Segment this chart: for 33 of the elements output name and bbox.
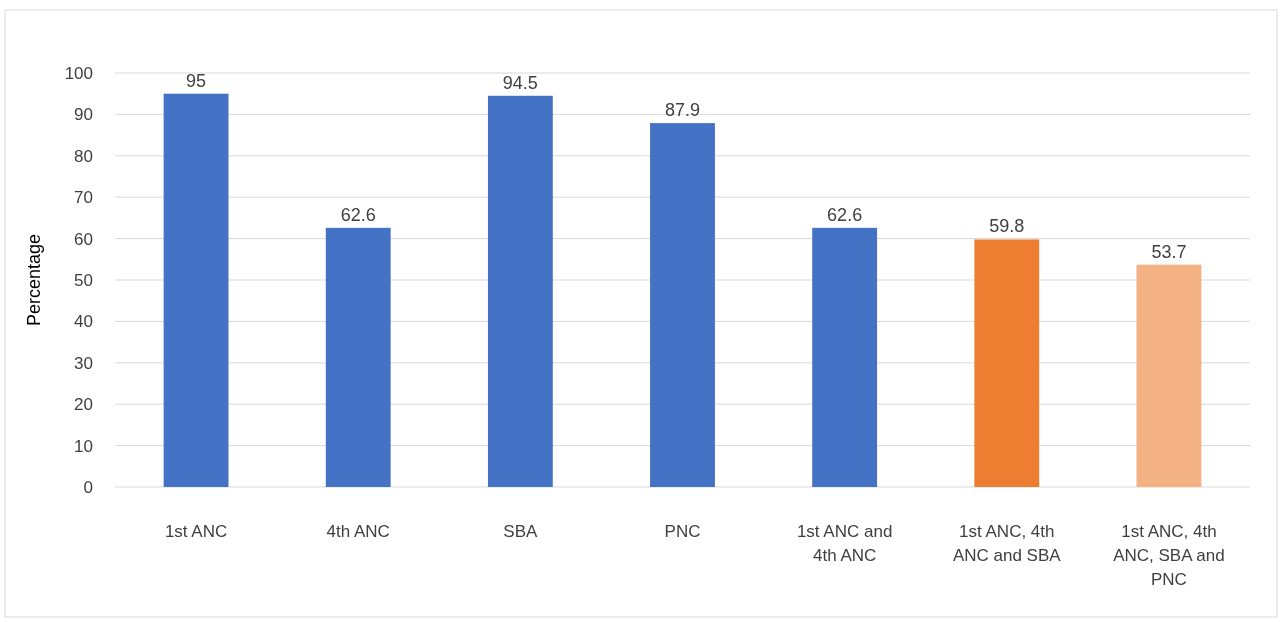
x-tick-label: 1st ANC and 4th ANC xyxy=(796,522,893,565)
y-tick-label: 50 xyxy=(74,270,93,290)
y-tick-label: 20 xyxy=(74,395,93,415)
x-tick-label: 1st ANC, 4th ANC and SBA xyxy=(952,522,1062,565)
x-tick-label: SBA xyxy=(503,522,539,541)
bar xyxy=(163,93,229,487)
data-label: 95 xyxy=(186,70,207,91)
y-tick-label: 90 xyxy=(74,105,93,125)
bar xyxy=(1136,264,1202,487)
bar xyxy=(487,95,553,487)
data-label: 59.8 xyxy=(989,216,1025,237)
data-label: 53.7 xyxy=(1151,241,1187,262)
x-tick-label: PNC xyxy=(664,522,701,541)
y-axis-title: Percentage xyxy=(24,233,44,327)
bar xyxy=(974,239,1040,487)
y-tick-label: 80 xyxy=(74,146,93,166)
y-tick-label: 30 xyxy=(74,353,93,373)
x-tick-label: 4th ANC xyxy=(326,522,390,541)
bar xyxy=(812,227,878,487)
y-tick-label: 70 xyxy=(74,188,93,208)
data-label: 94.5 xyxy=(502,72,538,93)
x-tick-label: 1st ANC xyxy=(164,522,228,541)
data-label: 87.9 xyxy=(664,100,701,121)
y-tick-label: 60 xyxy=(74,229,93,249)
y-tick-label: 0 xyxy=(83,477,93,497)
bar xyxy=(650,123,715,487)
y-tick-label: 40 xyxy=(74,312,93,332)
data-label: 62.6 xyxy=(827,204,863,225)
data-label: 62.6 xyxy=(340,204,376,225)
y-tick-label: 10 xyxy=(74,436,93,456)
x-tick-label: 1st ANC, 4th ANC, SBA and PNC xyxy=(1113,522,1225,589)
y-tick-label: 100 xyxy=(64,63,93,83)
bar xyxy=(325,227,391,487)
